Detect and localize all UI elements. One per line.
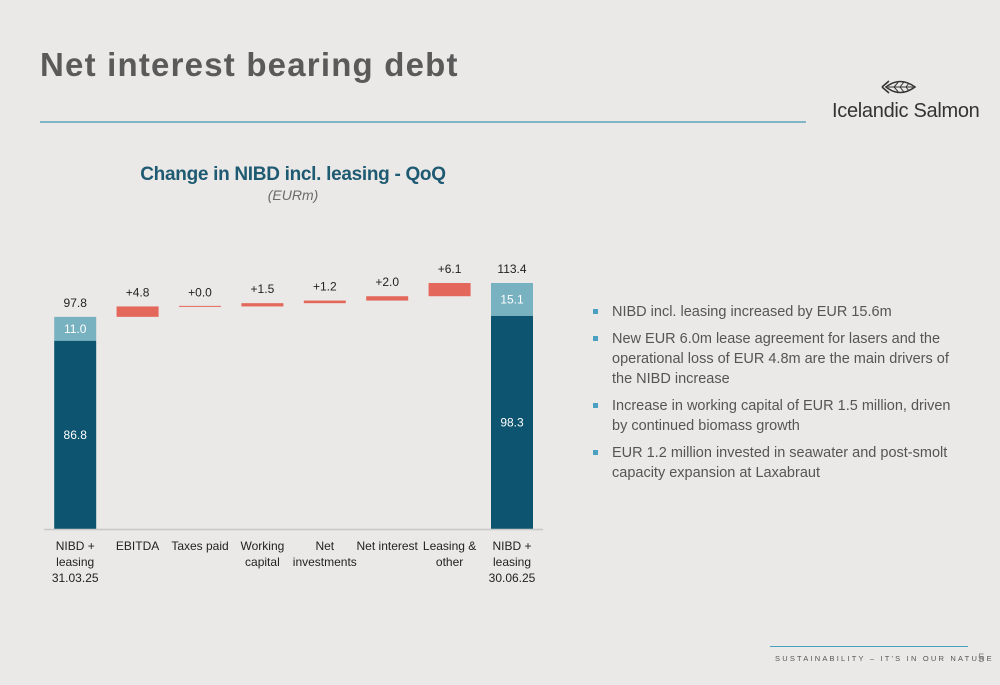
- change-bar: [241, 303, 284, 307]
- total-data-label: 113.4: [497, 262, 526, 276]
- x-axis-tick-label: NIBD + leasing 31.03.25: [52, 539, 99, 585]
- bullet-text: NIBD incl. leasing increased by EUR 15.6…: [612, 304, 892, 320]
- change-bar: [428, 283, 471, 297]
- salmon-leaf-icon: [881, 80, 917, 94]
- bullet-text: New EUR 6.0m lease agreement for lasers …: [612, 331, 949, 387]
- change-data-label: +1.2: [313, 280, 337, 294]
- change-data-label: +0.0: [188, 285, 212, 299]
- chart-title: Change in NIBD incl. leasing - QoQ: [140, 164, 446, 185]
- waterfall-chart: 86.8 11.0 97.8 98.3 15.1 113.4 +4.8 +0.0 +1.5 +1.…: [44, 262, 544, 585]
- change-data-label: +6.1: [438, 262, 462, 276]
- segment-data-label: 86.8: [64, 428, 88, 442]
- key-points-list: NIBD incl. leasing increased by EUR 15.6…: [590, 302, 965, 490]
- change-bar: [116, 306, 159, 317]
- company-logo: Icelandic Salmon: [832, 78, 980, 126]
- total-bar-leasing-segment: [54, 316, 97, 341]
- bullet-item: New EUR 6.0m lease agreement for lasers …: [590, 329, 965, 389]
- change-data-label: +2.0: [375, 275, 399, 289]
- x-axis-tick-label: Net investments: [293, 539, 357, 569]
- x-axis-tick-label: Net interest: [357, 539, 419, 553]
- total-bar-nibd-segment: [491, 315, 533, 529]
- x-axis-tick-label: NIBD + leasing 30.06.25: [489, 539, 536, 585]
- total-data-label: 97.8: [64, 296, 88, 310]
- x-axis-tick-label: EBITDA: [116, 539, 159, 553]
- bullet-item: EUR 1.2 million invested in seawater and…: [590, 443, 965, 483]
- bullet-square-icon: [593, 450, 598, 455]
- chart-subtitle: (EURm): [267, 187, 319, 203]
- change-data-label: +1.5: [251, 282, 275, 296]
- title-divider: [40, 121, 806, 123]
- change-bar: [366, 296, 409, 301]
- segment-data-label: 15.1: [500, 292, 524, 306]
- page-title: Net interest bearing debt: [40, 46, 459, 83]
- footer-tagline: SUSTAINABILITY – IT'S IN OUR NATURE: [775, 654, 994, 663]
- footer-divider: [770, 646, 968, 647]
- page-number: 5: [978, 651, 985, 665]
- logo-text: Icelandic Salmon: [832, 100, 980, 122]
- bullet-square-icon: [593, 403, 598, 408]
- change-data-label: +4.8: [126, 285, 150, 299]
- change-bar: [303, 300, 346, 304]
- total-bar-leasing-segment: [491, 283, 533, 316]
- x-axis-tick-label: Leasing & other: [423, 539, 476, 569]
- bullet-text: EUR 1.2 million invested in seawater and…: [612, 445, 948, 481]
- total-bar-nibd-segment: [54, 340, 97, 529]
- bullet-text: Increase in working capital of EUR 1.5 m…: [612, 398, 951, 434]
- segment-data-label: 98.3: [500, 415, 524, 429]
- segment-data-label: 11.0: [64, 322, 87, 336]
- x-axis-tick-label: Taxes paid: [171, 539, 228, 553]
- bullet-square-icon: [593, 336, 598, 341]
- x-axis-tick-label: Working capital: [241, 539, 285, 569]
- bullet-item: NIBD incl. leasing increased by EUR 15.6…: [590, 302, 965, 322]
- bullet-item: Increase in working capital of EUR 1.5 m…: [590, 396, 965, 436]
- bullet-square-icon: [593, 309, 598, 314]
